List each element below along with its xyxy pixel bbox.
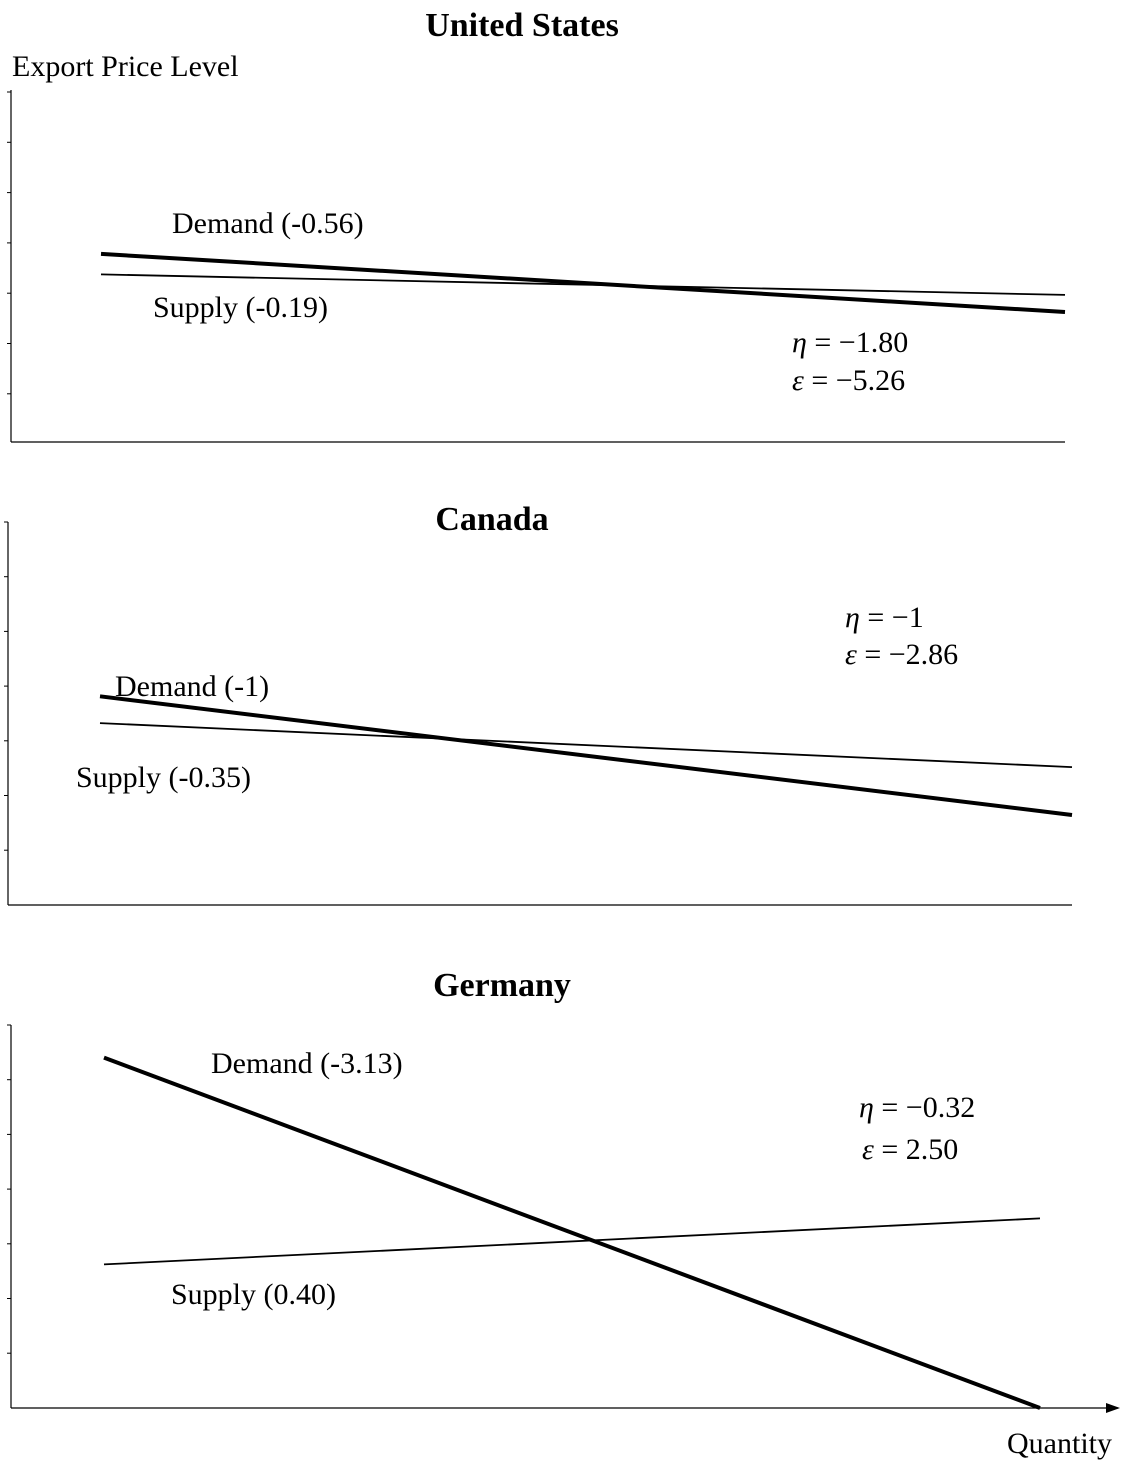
- demand-label: Demand (-3.13): [211, 1047, 403, 1080]
- eta-annotation: η = −0.32: [859, 1091, 975, 1124]
- supply-line: [100, 273, 1066, 296]
- panel-germany: Germany Demand (-3.13) Supply (0.40) η =…: [10, 967, 1120, 1413]
- chart-title: Canada: [435, 501, 548, 538]
- epsilon-annotation: ε = −5.26: [792, 364, 905, 397]
- y-axis-ticks: [4, 91, 11, 1354]
- supply-line: [99, 722, 1073, 768]
- epsilon-annotation: ε = 2.50: [862, 1133, 958, 1166]
- panel-canada: Canada Demand (-1) Supply (-0.35) η = −1…: [7, 501, 1073, 906]
- chart-title: Germany: [433, 967, 571, 1004]
- supply-line: [103, 1217, 1041, 1266]
- demand-label: Demand (-0.56): [172, 207, 364, 240]
- demand-line: [103, 1055, 1041, 1410]
- panel-united-states: United States Demand (-0.56) Supply (-0.…: [10, 7, 1066, 443]
- eta-annotation: η = −1.80: [792, 326, 908, 359]
- eta-annotation: η = −1: [845, 601, 924, 634]
- demand-line: [100, 251, 1066, 314]
- chart-title: United States: [425, 7, 619, 44]
- epsilon-annotation: ε = −2.86: [845, 638, 958, 671]
- supply-label: Supply (0.40): [171, 1278, 336, 1311]
- demand-line: [99, 694, 1073, 817]
- demand-label: Demand (-1): [115, 670, 269, 703]
- supply-label: Supply (-0.19): [153, 291, 328, 324]
- supply-label: Supply (-0.35): [76, 761, 251, 794]
- x-axis-label: Quantity: [1007, 1427, 1112, 1460]
- y-axis-label: Export Price Level: [12, 50, 239, 83]
